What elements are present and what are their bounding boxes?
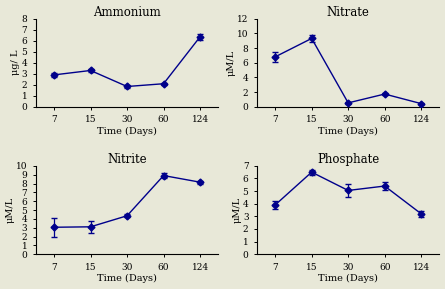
Y-axis label: μM/L: μM/L bbox=[232, 197, 241, 223]
X-axis label: Time (Days): Time (Days) bbox=[318, 127, 378, 136]
Y-axis label: μg/ L: μg/ L bbox=[11, 50, 20, 75]
X-axis label: Time (Days): Time (Days) bbox=[97, 127, 157, 136]
X-axis label: Time (Days): Time (Days) bbox=[318, 274, 378, 284]
Y-axis label: μM/L: μM/L bbox=[227, 50, 236, 76]
Title: Ammonium: Ammonium bbox=[93, 5, 161, 18]
Y-axis label: μM/L: μM/L bbox=[5, 197, 15, 223]
Title: Phosphate: Phosphate bbox=[317, 153, 379, 166]
X-axis label: Time (Days): Time (Days) bbox=[97, 274, 157, 284]
Title: Nitrite: Nitrite bbox=[107, 153, 147, 166]
Title: Nitrate: Nitrate bbox=[327, 5, 370, 18]
